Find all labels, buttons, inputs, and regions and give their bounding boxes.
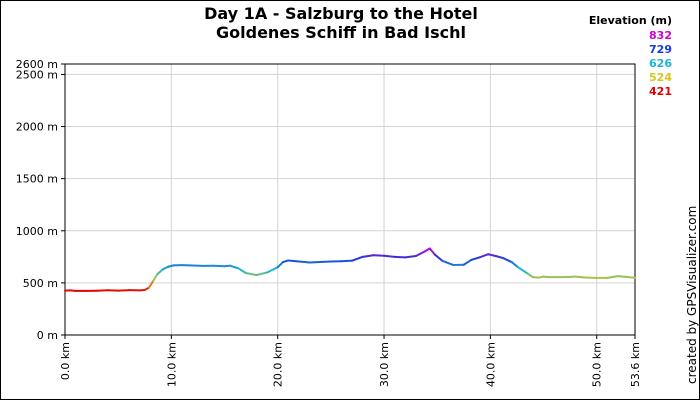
x-tick-label: 50.0 km [591,342,604,387]
elevation-line-segment [148,279,155,289]
elevation-line-segment [563,275,577,279]
elevation-line-segment [434,253,444,262]
y-tick-label: 0 m [37,329,58,342]
elevation-line-segment [351,255,364,262]
elevation-line-segment [574,275,588,279]
elevation-line-segment [423,247,431,253]
elevation-line-segment [266,266,279,274]
legend-entry: 729 [649,43,672,56]
y-tick-label: 2500 m [16,68,58,81]
elevation-line-segment [462,258,473,266]
elevation-line-segment [441,259,455,266]
legend-title: Elevation (m) [589,14,672,27]
elevation-line-segment [319,260,332,264]
elevation-line-segment [414,250,426,257]
elevation-line-segment [526,272,534,279]
elevation-line-segment [244,271,258,277]
elevation-line-segment [616,275,630,279]
elevation-line-segment [255,271,269,277]
elevation-line-segment [478,253,490,259]
x-tick-label: 10.0 km [165,342,178,387]
x-tick-label: 53.6 km [629,342,642,387]
chart-title-line-2: Goldenes Schiff in Bad Ischl [216,23,466,42]
elevation-line-segment [494,254,505,260]
legend-entry: 524 [649,71,672,84]
grid [64,63,636,336]
elevation-line-segment [228,264,240,270]
legend-entry: 832 [649,29,672,42]
plot-area-border [64,63,636,336]
elevation-line-segment [287,259,300,263]
x-tick-label: 20.0 km [272,342,285,387]
x-tick-label: 0.0 km [59,342,72,380]
elevation-line-segment [428,247,437,256]
elevation-line-segment [487,253,497,257]
elevation-line-segment [372,254,386,257]
legend-entry: 421 [649,85,672,98]
elevation-line-segment [237,267,247,274]
x-tick-label: 30.0 km [378,342,391,387]
elevation-line-segment [470,256,481,261]
legend-entry: 626 [649,57,672,70]
y-tick-label: 2600 m [16,58,58,71]
y-tick-label: 500 m [23,277,58,290]
elevation-line-segment [340,259,354,263]
elevation-line-segment [156,268,164,276]
elevation-line-segment [502,257,513,264]
elevation-line-segment [383,254,396,258]
elevation-line-segment [517,266,529,275]
elevation-line-segment [152,273,159,282]
credit-text: created by GPSVisualizer.com [685,206,699,384]
elevation-line-segment [510,261,520,269]
y-tick-label: 1500 m [16,173,58,186]
elevation-line-segment [297,260,311,264]
elevation-line-segment [276,261,285,269]
elevation-line-segment [627,276,636,279]
elevation-line-segment [606,275,619,279]
elevation-line-segment [404,254,417,259]
x-tick-label: 40.0 km [484,342,497,387]
elevation-line [64,247,636,292]
y-tick-label: 2000 m [16,121,58,134]
y-tick-label: 1000 m [16,225,58,238]
chart-title-line-1: Day 1A - Salzburg to the Hotel [204,4,478,23]
elevation-line-segment [361,254,375,258]
elevation-line-segment [393,255,407,259]
